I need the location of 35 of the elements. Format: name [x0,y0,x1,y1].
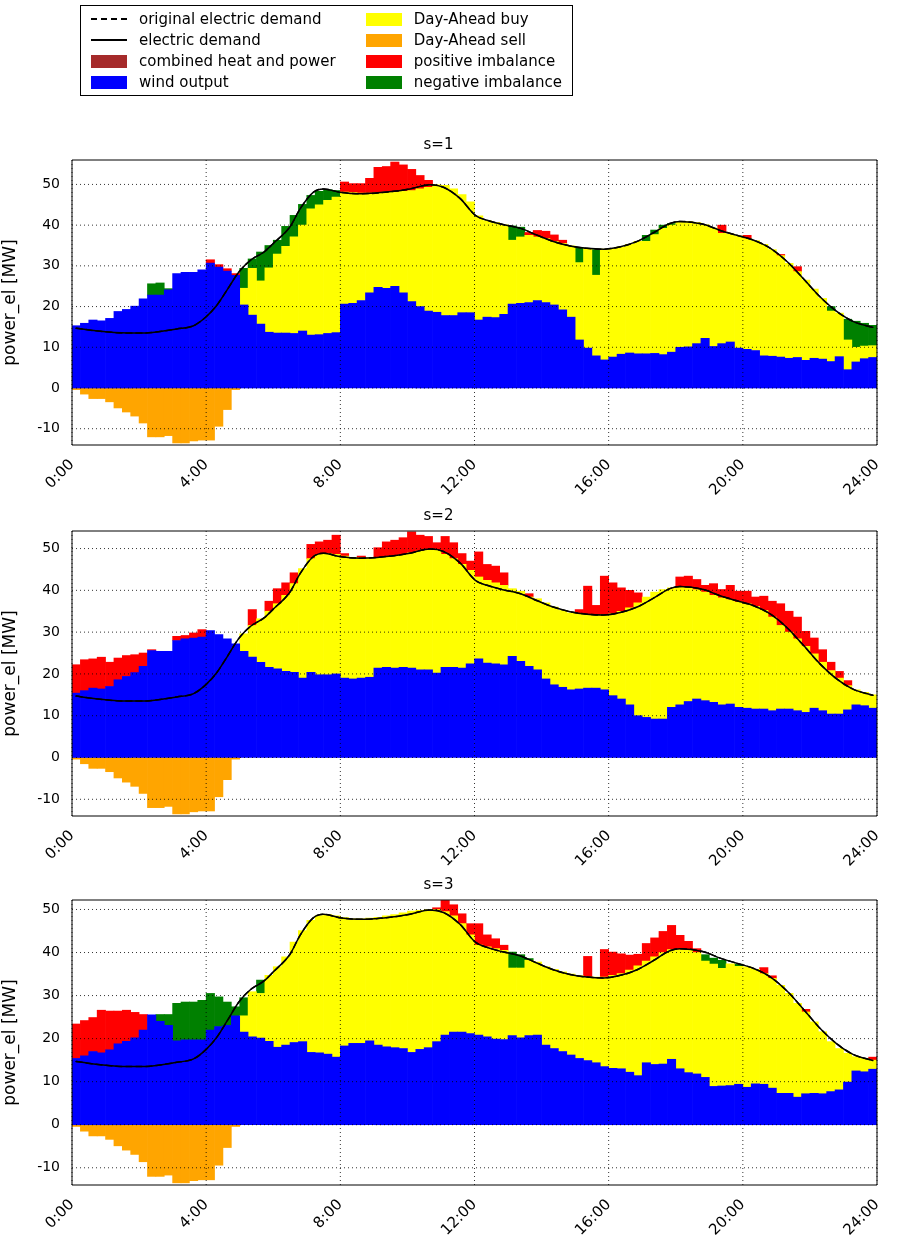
y-tick-label: -10 [37,1158,60,1175]
legend-label: negative imbalance [413,73,562,91]
y-tick-label: 30 [42,256,60,273]
y-tick-label: -10 [37,789,60,806]
y-tick-label: 0 [51,378,60,395]
chart-title: s=1 [423,134,454,153]
chart-title: s=2 [423,505,454,524]
y-tick-label: 50 [42,175,60,192]
y-tick-label: 30 [42,622,60,639]
y-tick-label: 0 [51,1115,60,1132]
y-tick-label: 0 [51,748,60,765]
y-tick-label: 20 [42,1029,60,1046]
y-tick-label: 40 [42,943,60,960]
y-tick-label: 30 [42,986,60,1003]
y-axis-title: power_el [MW] [0,979,20,1106]
legend-label: Day-Ahead buy [413,10,529,28]
legend-label: Day-Ahead sell [413,31,526,49]
y-axis-title: power_el [MW] [0,610,20,737]
legend-label: combined heat and power [139,52,336,70]
chart-title: s=3 [423,874,454,893]
y-axis-title: power_el [MW] [0,239,20,366]
y-tick-label: 50 [42,900,60,917]
y-tick-label: 40 [42,580,60,597]
legend-label: positive imbalance [413,52,556,70]
y-tick-label: 20 [42,664,60,681]
y-tick-label: -10 [37,419,60,436]
legend-label: electric demand [139,31,261,49]
legend-label: original electric demand [139,10,322,28]
y-tick-label: 10 [42,337,60,354]
y-tick-label: 40 [42,215,60,232]
legend-label: wind output [139,73,229,91]
y-tick-label: 20 [42,297,60,314]
y-tick-label: 50 [42,539,60,556]
y-tick-label: 10 [42,706,60,723]
y-tick-label: 10 [42,1072,60,1089]
